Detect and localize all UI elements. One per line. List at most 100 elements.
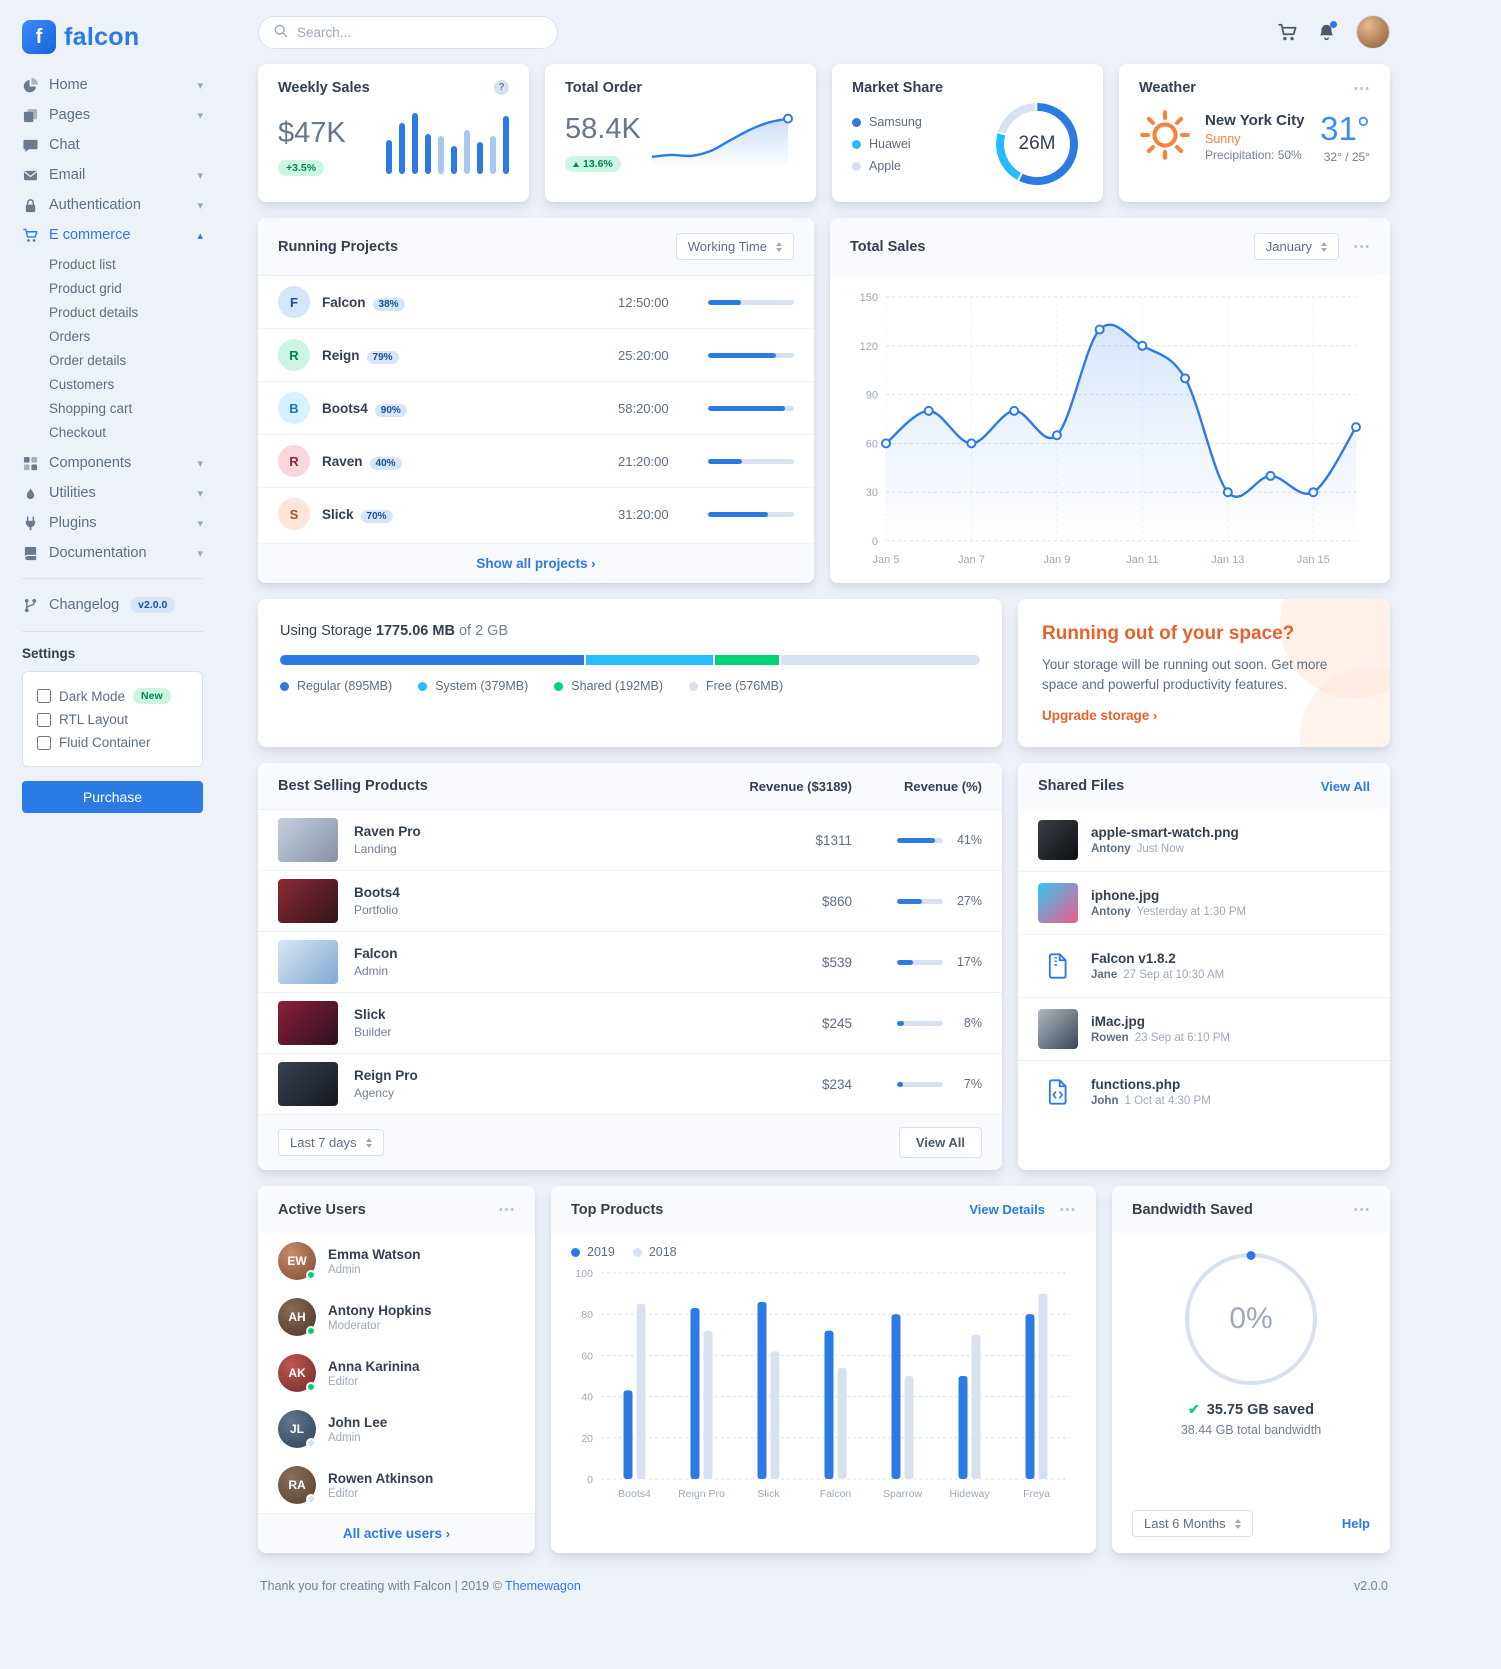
file-name-link[interactable]: Falcon v1.8.2 [1091,951,1176,967]
file-name-link[interactable]: functions.php [1091,1077,1181,1093]
revenue-percent: 27% [956,894,982,909]
sidebar-nav-link[interactable]: E commerce ▴ [22,220,203,250]
product-name-link[interactable]: Boots4 [354,885,400,901]
product-row: Reign Pro Agency $234 7% [258,1053,1002,1114]
show-all-projects-link[interactable]: Show all projects › [258,543,814,583]
user-name-link[interactable]: John Lee [328,1415,388,1431]
time-range-select[interactable]: Last 7 days [278,1129,384,1157]
weekly-sales-bar [490,136,496,174]
storage-legend-item: Regular (895MB) [280,679,392,693]
user-name-link[interactable]: Emma Watson [328,1247,421,1263]
sidebar-subnav-item[interactable]: Orders [49,328,91,344]
setting-checkbox[interactable] [37,735,51,750]
working-time-select[interactable]: Working Time [675,233,794,260]
user-name-link[interactable]: Rowen Atkinson [328,1471,434,1487]
sidebar-subnav-item[interactable]: Order details [49,352,127,368]
project-progress-badge: 70% [360,510,393,523]
card-menu-button[interactable]: ⋯ [1059,1200,1076,1220]
sidebar-subnav-item[interactable]: Checkout [49,424,107,440]
sidebar-subnav-item[interactable]: Product grid [49,280,122,296]
setting-checkbox[interactable] [37,712,51,727]
project-time: 21:20:00 [618,453,669,469]
upgrade-storage-link[interactable]: Upgrade storage › [1042,708,1157,723]
legend-dot [280,681,289,691]
setting-option[interactable]: RTL Layout [37,708,188,731]
sidebar-nav-link[interactable]: Documentation ▾ [22,538,203,568]
sidebar-subnav-item[interactable]: Customers [49,376,115,392]
project-name-link[interactable]: Reign [322,348,360,363]
active-user-row: JL John Lee Admin [258,1401,535,1457]
storage-legend: Regular (895MB) System (379MB) Shared (1… [280,679,980,693]
sidebar-nav-link[interactable]: Home ▾ [22,70,203,100]
link-label: Show all projects [476,556,588,571]
total-order-value: 58.4K [565,113,641,145]
components-icon [22,455,38,471]
sidebar-nav-link[interactable]: Plugins ▾ [22,508,203,538]
search-input[interactable] [297,24,542,40]
legend-label: Apple [869,159,901,173]
card-menu-button[interactable]: ⋯ [1353,79,1370,98]
search-box[interactable] [258,15,558,49]
chart-legend-item[interactable]: 2018 [632,1245,677,1260]
project-name-link[interactable]: Raven [322,454,363,469]
total-order-card: Total Order 58.4K 13.6% [545,64,816,202]
sidebar-item-changelog[interactable]: Changelog v2.0.0 [22,589,203,621]
sidebar-subnav-item[interactable]: Product list [49,256,116,272]
product-name-link[interactable]: Raven Pro [354,824,421,840]
file-name-link[interactable]: apple-smart-watch.png [1091,825,1239,841]
sidebar-nav-link[interactable]: Chat [22,130,203,160]
sidebar-nav-link[interactable]: Components ▾ [22,448,203,478]
svg-text:150: 150 [860,292,878,304]
svg-text:0: 0 [587,1474,593,1486]
product-name-link[interactable]: Reign Pro [354,1068,418,1084]
setting-option[interactable]: Dark Mode New [37,684,188,708]
user-name-link[interactable]: Anna Karinina [328,1359,420,1375]
project-name-link[interactable]: Falcon [322,295,366,310]
status-dot [306,1382,316,1393]
card-menu-button[interactable]: ⋯ [1353,1200,1370,1220]
topbar-actions [1278,15,1390,49]
sidebar-nav-link[interactable]: Authentication ▾ [22,190,203,220]
view-all-button[interactable]: View All [898,1127,982,1159]
bandwidth-progress-ring: 0% [1185,1251,1317,1386]
project-name-link[interactable]: Boots4 [322,401,368,416]
setting-checkbox[interactable] [37,689,51,703]
themewagon-link[interactable]: Themewagon [505,1579,581,1594]
user-name-link[interactable]: Antony Hopkins [328,1303,432,1319]
help-link[interactable]: Help [1341,1516,1370,1532]
sidebar-subnav-item[interactable]: Product details [49,304,139,320]
new-badge: New [133,688,171,704]
card-menu-button[interactable]: ⋯ [498,1200,515,1220]
cart-icon[interactable] [1278,23,1297,42]
view-details-link[interactable]: View Details [969,1202,1045,1218]
file-name-link[interactable]: iMac.jpg [1091,1014,1146,1030]
month-select[interactable]: January [1253,233,1339,260]
notifications-bell-icon[interactable] [1317,20,1337,42]
purchase-button[interactable]: Purchase [22,781,203,813]
sidebar-nav-link[interactable]: Utilities ▾ [22,478,203,508]
all-active-users-link[interactable]: All active users › [258,1513,535,1554]
product-name-link[interactable]: Falcon [354,946,398,962]
main-content: Weekly Sales ? $47K +3.5% Total Order [225,0,1501,1669]
file-name-link[interactable]: iphone.jpg [1091,888,1160,904]
project-name-link[interactable]: Slick [322,507,354,522]
storage-title-prefix: Using Storage [280,623,372,639]
setting-option[interactable]: Fluid Container [37,731,188,754]
user-role: Editor [328,1488,359,1501]
sidebar-nav-link[interactable]: Pages ▾ [22,100,203,130]
legend-label: 2018 [648,1245,677,1260]
chart-legend-item[interactable]: 2019 [571,1245,615,1259]
product-category: Builder [354,1025,392,1040]
profile-avatar[interactable] [1356,15,1390,49]
card-menu-button[interactable]: ⋯ [1353,237,1370,256]
sidebar-nav-link[interactable]: Email ▾ [22,160,203,190]
user-role: Admin [328,1432,361,1445]
info-icon[interactable]: ? [494,80,509,95]
svg-text:Reign Pro: Reign Pro [678,1488,725,1500]
product-name-link[interactable]: Slick [354,1007,386,1023]
file-archive-icon [1038,946,1078,986]
view-all-link[interactable]: View All [1320,778,1370,794]
sidebar-subnav-item[interactable]: Shopping cart [49,400,133,416]
months-select[interactable]: Last 6 Months [1132,1510,1253,1538]
falcon-logo[interactable]: f falcon [22,14,203,70]
